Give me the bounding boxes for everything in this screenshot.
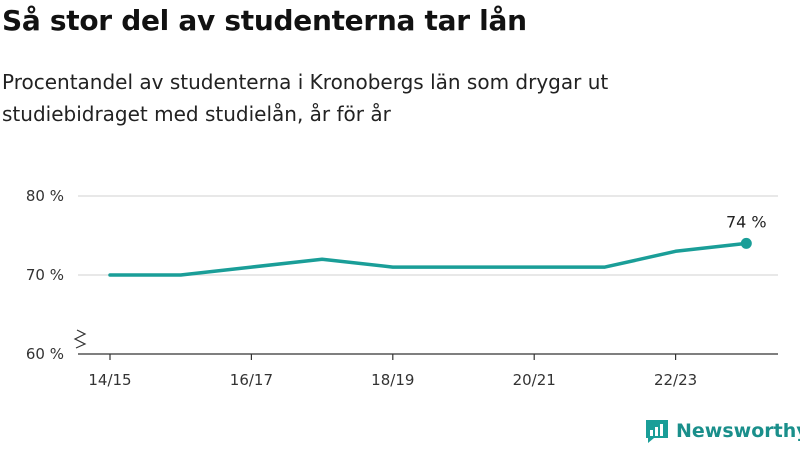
newsworthy-logo: Newsworthy [644,418,800,444]
chart-subtitle: Procentandel av studenterna i Kronobergs… [2,70,609,126]
x-tick-label: 20/21 [513,371,556,389]
end-value-label: 74 % [726,212,767,231]
x-tick-label: 16/17 [230,371,273,389]
series-line [108,241,749,277]
last-data-point [740,237,752,249]
chart-title: Så stor del av studenterna tar lån [2,4,527,37]
grid-lines [78,195,778,276]
x-axis: 14/15 16/17 18/19 20/21 22/23 [73,329,778,389]
newsworthy-logo-icon [646,420,668,443]
data-labels: 74 % [726,212,767,231]
x-tick-label: 14/15 [88,371,131,389]
y-axis-ticks: 60 % 70 % 80 % [26,187,64,363]
data-points [740,237,752,249]
brand-name: Newsworthy [676,420,800,442]
x-tick-label: 22/23 [654,371,697,389]
y-tick-label: 60 % [26,345,64,363]
y-tick-label: 80 % [26,187,64,205]
x-tick-label: 18/19 [371,371,414,389]
series-lines [108,241,749,277]
axis-break-icon [73,329,87,349]
y-tick-label: 70 % [26,266,64,284]
